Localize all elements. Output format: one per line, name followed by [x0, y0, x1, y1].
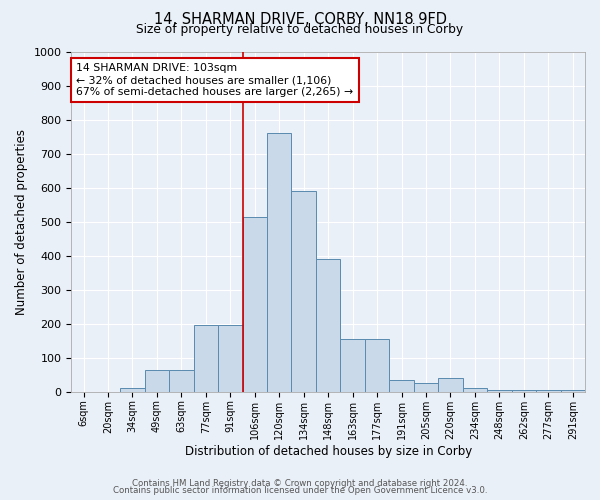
Bar [438, 378, 463, 392]
Bar [194, 326, 218, 392]
Bar [120, 388, 145, 392]
Bar [292, 191, 316, 392]
Bar [463, 388, 487, 392]
Bar [536, 390, 560, 392]
X-axis label: Distribution of detached houses by size in Corby: Distribution of detached houses by size … [185, 444, 472, 458]
Bar [169, 370, 194, 392]
Bar [242, 216, 267, 392]
Bar [389, 380, 414, 392]
Bar [145, 370, 169, 392]
Bar [560, 390, 585, 392]
Text: 14 SHARMAN DRIVE: 103sqm
← 32% of detached houses are smaller (1,106)
67% of sem: 14 SHARMAN DRIVE: 103sqm ← 32% of detach… [76, 64, 353, 96]
Bar [365, 339, 389, 392]
Bar [414, 384, 438, 392]
Bar [218, 326, 242, 392]
Bar [340, 339, 365, 392]
Bar [316, 259, 340, 392]
Bar [487, 390, 512, 392]
Bar [267, 133, 292, 392]
Text: 14, SHARMAN DRIVE, CORBY, NN18 9FD: 14, SHARMAN DRIVE, CORBY, NN18 9FD [154, 12, 446, 28]
Text: Contains HM Land Registry data © Crown copyright and database right 2024.: Contains HM Land Registry data © Crown c… [132, 478, 468, 488]
Y-axis label: Number of detached properties: Number of detached properties [15, 128, 28, 314]
Bar [512, 390, 536, 392]
Text: Contains public sector information licensed under the Open Government Licence v3: Contains public sector information licen… [113, 486, 487, 495]
Text: Size of property relative to detached houses in Corby: Size of property relative to detached ho… [136, 22, 464, 36]
